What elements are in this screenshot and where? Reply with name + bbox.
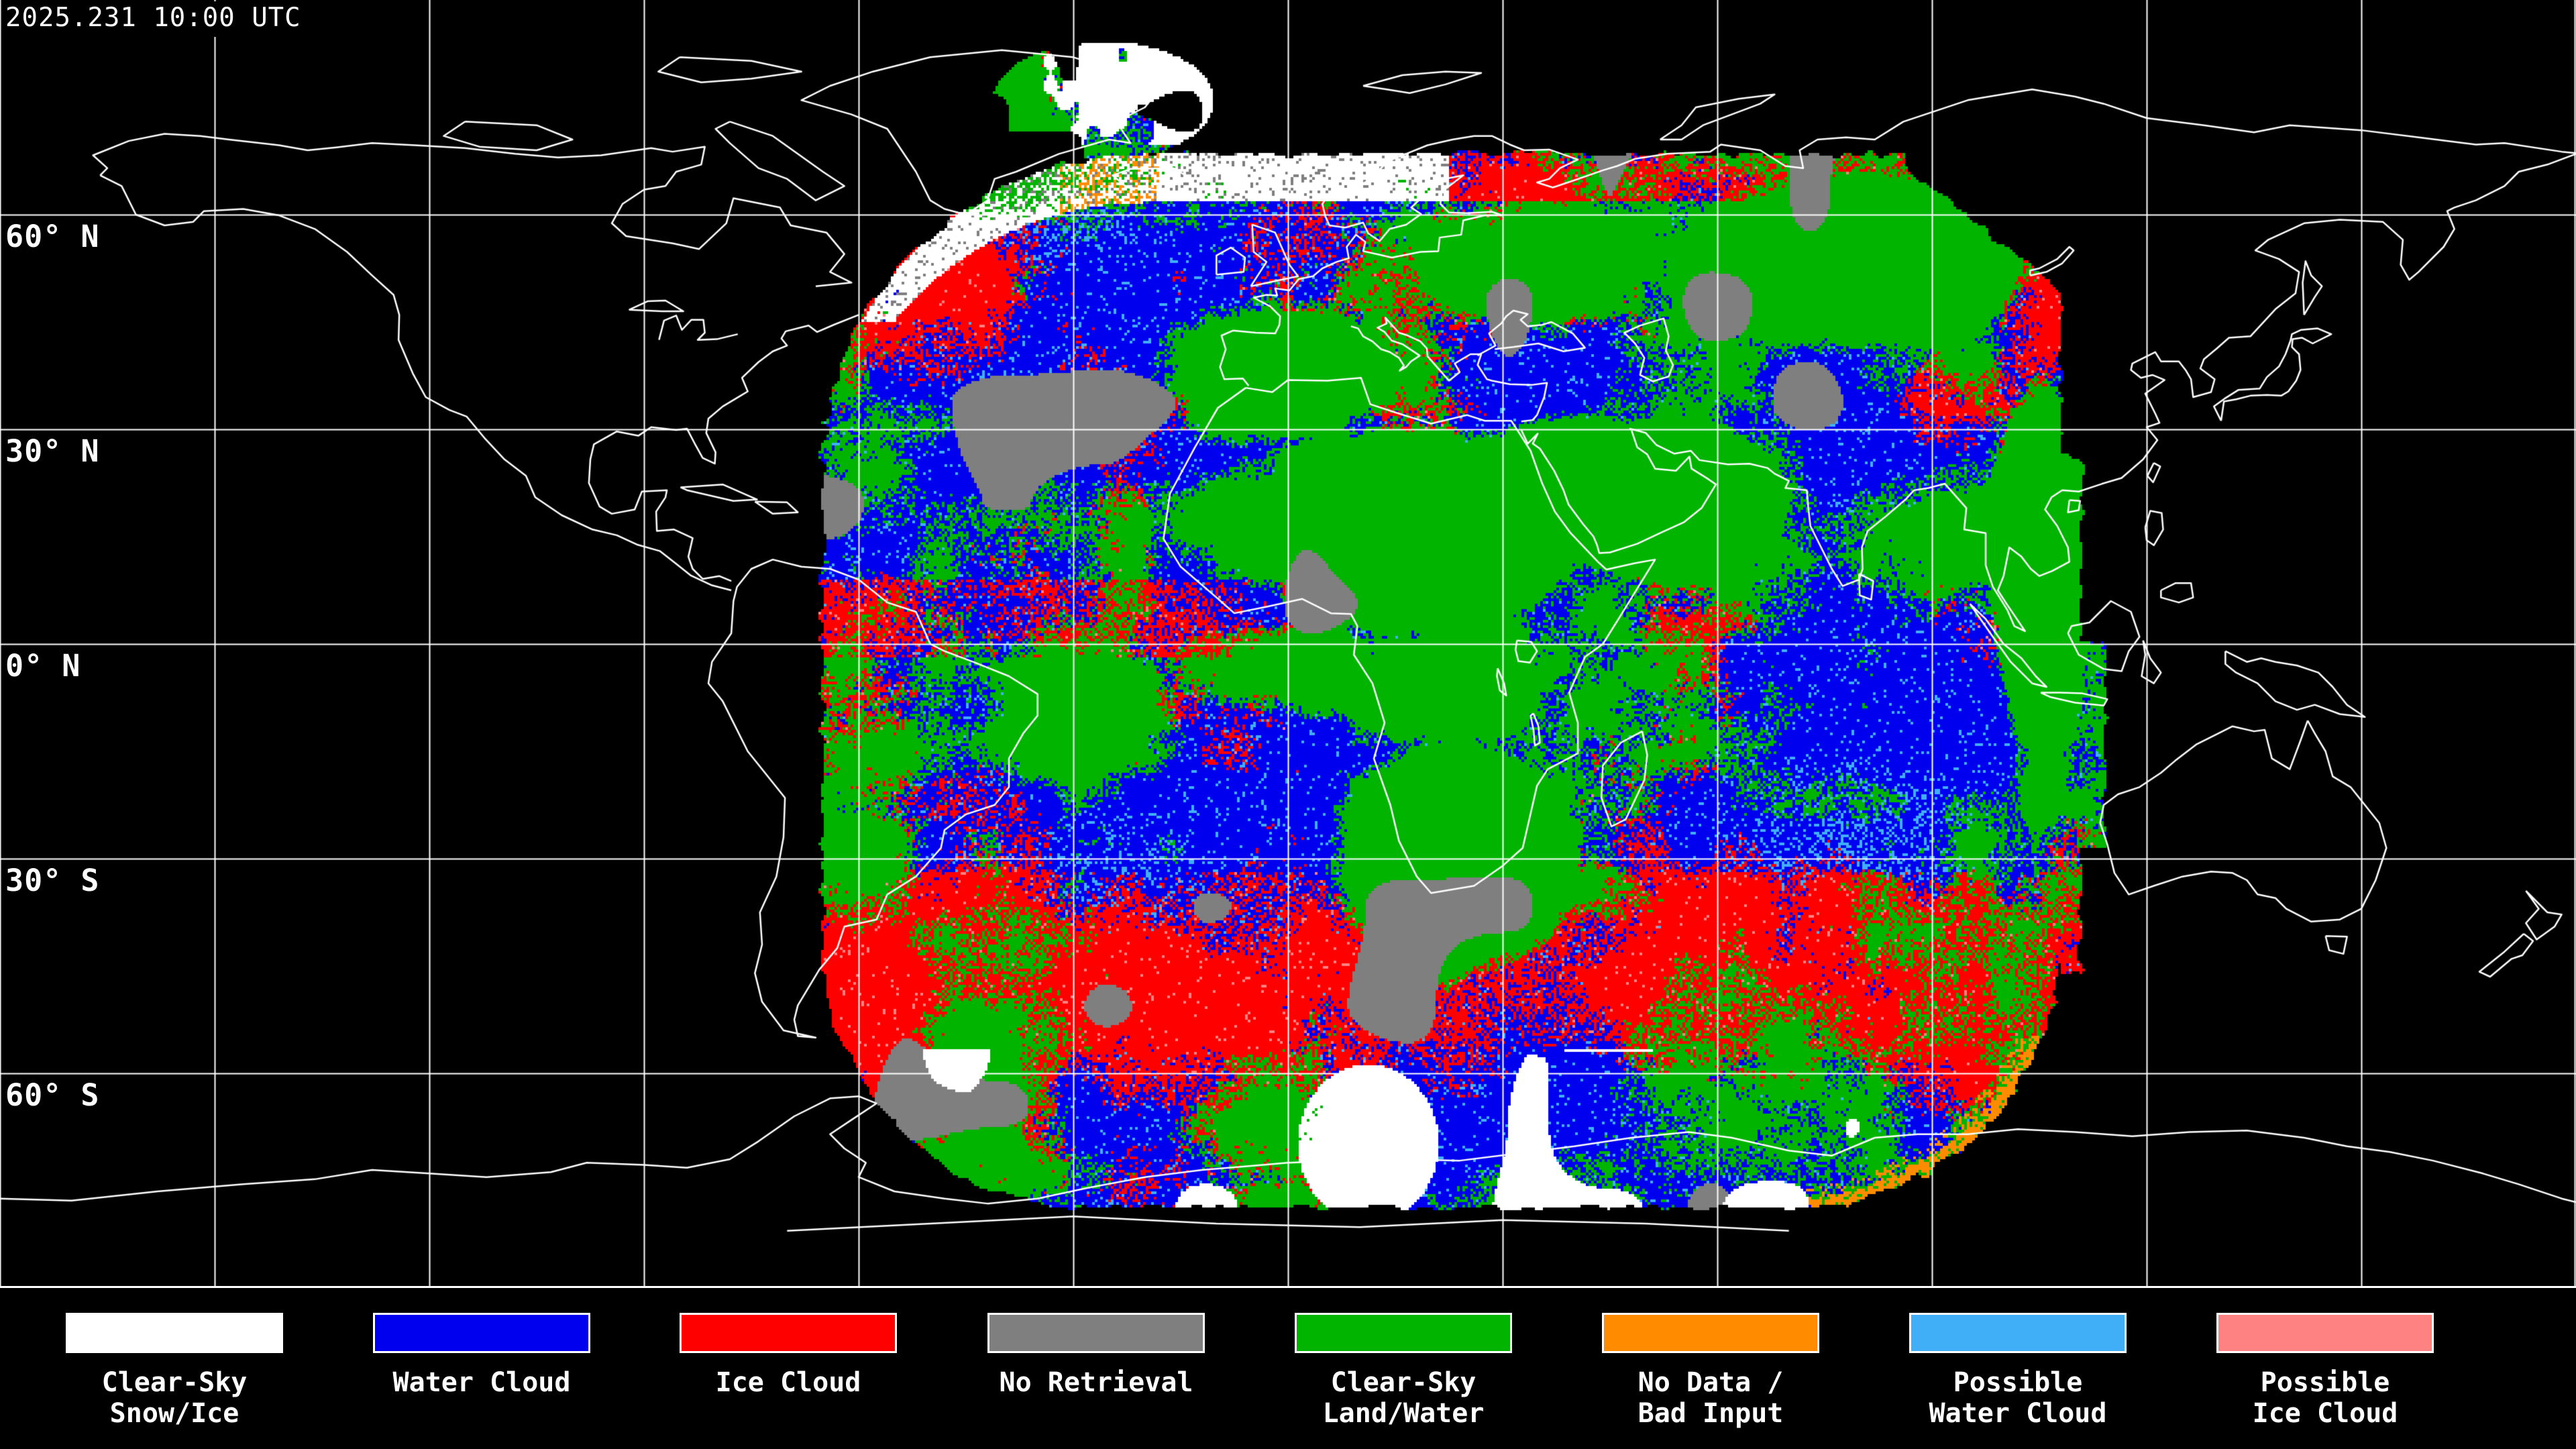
timestamp: 2025.231 10:00 UTC: [4, 1, 311, 37]
legend-item: No Data / Bad Input: [1556, 1313, 1865, 1429]
latitude-label-60n: 60° N: [5, 219, 107, 256]
legend-swatch-clear-sky-snow-ice: [66, 1313, 283, 1353]
legend-item: Water Cloud: [327, 1313, 636, 1398]
legend-item: Possible Water Cloud: [1864, 1313, 2172, 1429]
legend-label: No Retrieval: [999, 1367, 1193, 1398]
legend-swatch-no-data-bad-input: [1602, 1313, 1819, 1353]
legend-item: Clear-Sky Land/Water: [1249, 1313, 1558, 1429]
legend-label: Clear-Sky Land/Water: [1322, 1367, 1485, 1429]
world-map-canvas: [0, 0, 2576, 1288]
latitude-label-30n: 30° N: [5, 433, 107, 470]
legend-label: No Data / Bad Input: [1638, 1367, 1784, 1429]
legend-label: Possible Water Cloud: [1929, 1367, 2107, 1429]
legend-swatch-possible-ice-cloud: [2216, 1313, 2434, 1353]
latitude-label-0n: 0° N: [5, 648, 88, 685]
legend: Clear-Sky Snow/Ice Water Cloud Ice Cloud…: [0, 1286, 2576, 1449]
legend-item: Clear-Sky Snow/Ice: [20, 1313, 329, 1429]
legend-swatch-no-retrieval: [987, 1313, 1205, 1353]
legend-item: No Retrieval: [942, 1313, 1250, 1398]
latitude-label-60s: 60° S: [5, 1077, 107, 1114]
legend-swatch-clear-sky-land-water: [1295, 1313, 1512, 1353]
latitude-label-30s: 30° S: [5, 863, 107, 900]
legend-label: Possible Ice Cloud: [2252, 1367, 2398, 1429]
legend-swatch-ice-cloud: [680, 1313, 897, 1353]
legend-label: Clear-Sky Snow/Ice: [101, 1367, 248, 1429]
legend-swatch-possible-water-cloud: [1909, 1313, 2127, 1353]
legend-label: Ice Cloud: [715, 1367, 861, 1398]
legend-swatch-water-cloud: [373, 1313, 590, 1353]
legend-item: Possible Ice Cloud: [2171, 1313, 2479, 1429]
legend-item: Ice Cloud: [634, 1313, 943, 1398]
legend-label: Water Cloud: [392, 1367, 571, 1398]
